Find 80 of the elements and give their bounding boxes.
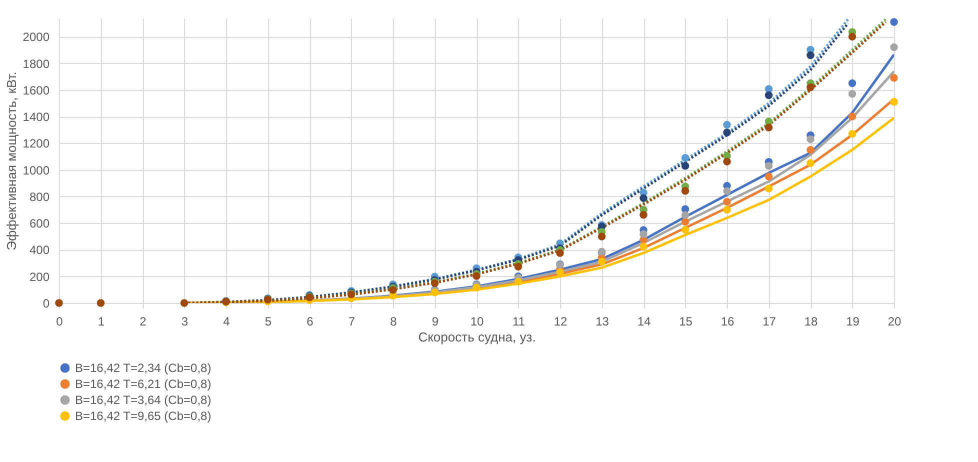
legend-label: B=16,42 T=6,21 (Cb=0,8) xyxy=(75,377,212,391)
y-tick-label: 600 xyxy=(29,216,50,231)
y-tick-label: 1000 xyxy=(22,163,50,178)
point xyxy=(681,218,690,226)
point xyxy=(514,262,522,271)
point xyxy=(764,184,773,192)
point xyxy=(556,268,564,276)
point xyxy=(848,90,856,98)
point xyxy=(848,32,856,41)
x-tick-label: 16 xyxy=(720,314,734,328)
point xyxy=(514,278,522,286)
point xyxy=(723,206,731,214)
point xyxy=(681,162,690,170)
x-tick-label: 6 xyxy=(306,314,314,328)
point xyxy=(598,232,606,240)
x-tick-label: 14 xyxy=(637,314,651,328)
point xyxy=(681,154,690,162)
point xyxy=(764,162,773,170)
point xyxy=(681,211,690,219)
point xyxy=(556,249,564,257)
point xyxy=(806,159,814,168)
point xyxy=(640,194,648,202)
point xyxy=(764,91,773,100)
point xyxy=(723,187,731,195)
y-tick-label: 200 xyxy=(29,270,50,284)
x-tick-label: 5 xyxy=(264,314,272,328)
y-tick-label: 1200 xyxy=(22,136,50,151)
x-tick-label: 18 xyxy=(804,314,818,328)
point xyxy=(848,79,856,88)
point xyxy=(806,135,814,144)
legend-label: B=16,42 T=3,64 (Cb=0,8) xyxy=(75,393,212,407)
y-axis-title: Эффективная мощность, кВт. xyxy=(4,72,19,250)
point xyxy=(640,242,648,251)
x-tick-label: 4 xyxy=(223,314,230,328)
y-tick-label: 400 xyxy=(29,243,50,258)
point xyxy=(764,124,773,132)
x-tick-label: 7 xyxy=(348,314,356,328)
point xyxy=(681,187,690,195)
x-tick-label: 0 xyxy=(56,314,64,328)
x-tick-label: 20 xyxy=(888,314,902,328)
x-tick-label: 10 xyxy=(470,314,484,328)
point xyxy=(848,130,856,138)
point xyxy=(640,210,648,219)
point xyxy=(806,51,814,60)
legend-label: B=16,42 T=2,34 (Cb=0,8) xyxy=(75,361,212,375)
y-tick-label: 1600 xyxy=(22,83,50,98)
point xyxy=(723,198,731,206)
point xyxy=(472,284,480,292)
point xyxy=(764,172,773,180)
point xyxy=(890,74,898,82)
y-tick-label: 1800 xyxy=(22,56,50,71)
point xyxy=(890,98,898,106)
point xyxy=(890,43,898,52)
x-tick-label: 17 xyxy=(762,314,776,328)
x-tick-label: 19 xyxy=(846,314,860,328)
point xyxy=(723,128,731,136)
point xyxy=(806,146,814,154)
point xyxy=(848,112,856,120)
y-tick-label: 2000 xyxy=(22,30,50,44)
y-tick-label: 1400 xyxy=(22,110,50,124)
point xyxy=(723,158,731,166)
point xyxy=(723,120,731,129)
y-tick-label: 0 xyxy=(42,296,50,310)
x-tick-label: 13 xyxy=(596,314,610,328)
x-tick-label: 12 xyxy=(554,314,568,328)
point xyxy=(681,226,690,234)
x-tick-label: 1 xyxy=(98,314,105,328)
point xyxy=(640,230,648,238)
y-tick-label: 800 xyxy=(29,190,50,204)
x-axis-title: Скорость судна, уз. xyxy=(418,330,536,344)
x-tick-label: 8 xyxy=(390,314,398,328)
x-tick-label: 3 xyxy=(181,314,188,328)
legend-label: B=16,42 T=9,65 (Cb=0,8) xyxy=(75,409,212,423)
x-tick-label: 15 xyxy=(679,314,693,328)
point xyxy=(806,83,814,92)
x-tick-label: 11 xyxy=(512,314,526,328)
x-tick-label: 9 xyxy=(432,314,439,328)
point xyxy=(890,18,898,26)
point xyxy=(598,258,606,266)
x-tick-label: 2 xyxy=(140,314,147,328)
